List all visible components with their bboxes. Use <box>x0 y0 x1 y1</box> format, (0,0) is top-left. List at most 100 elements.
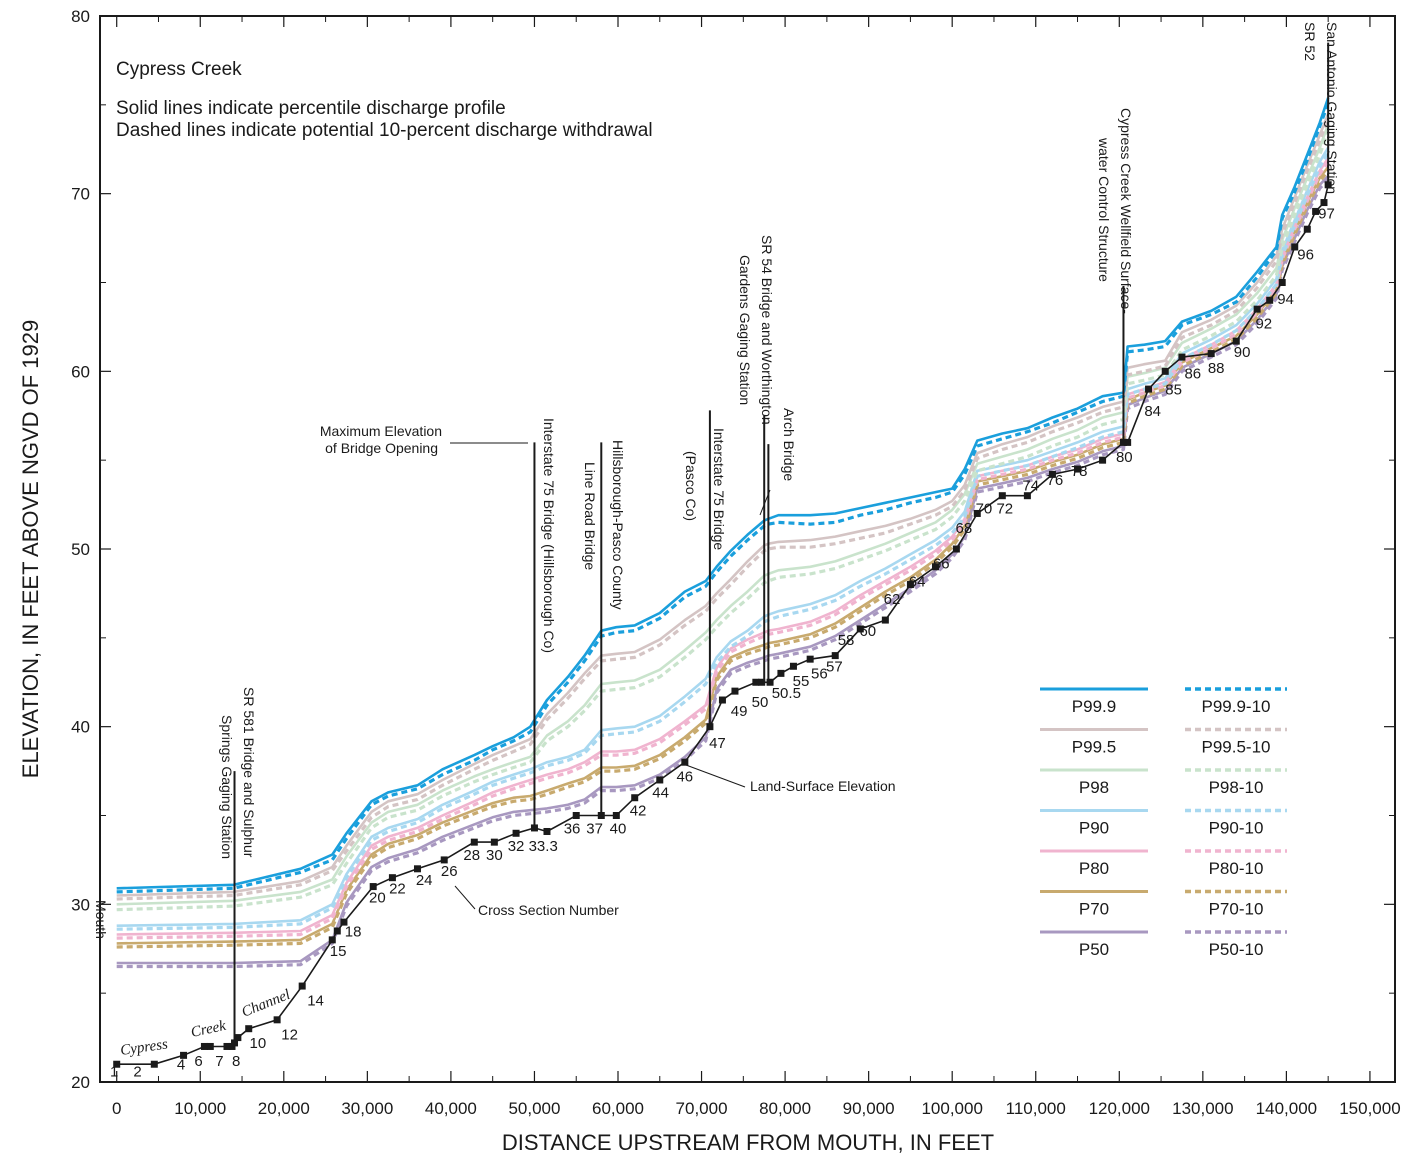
legend-label: P99.9 <box>1072 697 1116 716</box>
max-elevation-label-2: of Bridge Opening <box>325 440 438 456</box>
cross-section-marker <box>831 652 839 660</box>
cross-section-number: 2 <box>133 1064 141 1081</box>
cross-section-number: 66 <box>933 556 950 573</box>
legend-label: P99.5 <box>1072 738 1116 757</box>
cross-section-number: 24 <box>416 872 433 889</box>
cross-section-number: 97 <box>1318 206 1335 223</box>
cross-section-marker <box>1023 492 1031 500</box>
cross-section-marker <box>440 856 448 864</box>
cross-section-marker <box>490 838 498 846</box>
cross-section-marker <box>413 865 421 873</box>
cross-section-marker <box>758 678 766 686</box>
series-line-p99-5-10 <box>116 118 1330 901</box>
cross-section-number: 84 <box>1144 403 1161 420</box>
cross-section-number: 57 <box>826 659 843 676</box>
cross-section-marker <box>223 1042 231 1050</box>
cross-section-number: 22 <box>389 881 406 898</box>
cross-section-number: 49 <box>731 703 748 720</box>
cross-section-leader <box>454 885 476 910</box>
wellfield-label: Cypress Creek Wellfield Surface- <box>1118 108 1134 314</box>
cross-section-marker <box>543 827 551 835</box>
cross-section-marker <box>369 883 377 891</box>
county-line-bridge-label-2: Line Road Bridge <box>582 462 598 570</box>
y-tick-label: 30 <box>71 895 90 914</box>
cross-section-marker <box>656 776 664 784</box>
legend-label: P70 <box>1079 900 1109 919</box>
cross-section-marker <box>1266 296 1274 304</box>
sr581-label-2: Springs Gaging Station <box>219 715 235 859</box>
cross-section-marker <box>597 812 605 819</box>
cross-section-number: 40 <box>610 820 627 837</box>
x-tick-label: 80,000 <box>759 1099 811 1118</box>
cross-section-number: 36 <box>564 820 581 837</box>
cross-section-number: 15 <box>330 943 347 960</box>
cross-section-number: 12 <box>281 1026 298 1043</box>
sr581-label: SR 581 Bridge and Sulphur <box>241 687 257 858</box>
series-line-p99-9-10 <box>116 102 1330 894</box>
cross-section-marker <box>1124 438 1132 446</box>
cross-section-marker <box>150 1060 158 1068</box>
cross-section-marker <box>631 794 639 802</box>
note-dashed: Dashed lines indicate potential 10-perce… <box>116 120 653 141</box>
channel-word-creek: Creek <box>190 1018 228 1041</box>
cross-section-number: 74 <box>1022 477 1039 494</box>
series-line-p90-10 <box>116 151 1330 931</box>
cross-section-number: 92 <box>1255 316 1272 333</box>
x-tick-label: 30,000 <box>341 1099 393 1118</box>
cross-section-marker <box>906 581 914 589</box>
i75-pasco-label: Interstate 75 Bridge <box>711 428 727 550</box>
cross-section-number: 10 <box>250 1035 267 1052</box>
y-tick-label: 70 <box>71 185 90 204</box>
cross-section-number: 8 <box>232 1053 240 1070</box>
x-tick-label: 20,000 <box>258 1099 310 1118</box>
cross-section-marker <box>340 918 348 926</box>
legend-label: P99.9-10 <box>1202 697 1271 716</box>
x-axis-title: DISTANCE UPSTREAM FROM MOUTH, IN FEET <box>502 1130 994 1155</box>
sr54-label-2: Gardens Gaging Station <box>737 255 753 405</box>
cross-section-number: 90 <box>1234 344 1251 361</box>
cross-section-marker <box>1232 337 1240 345</box>
cross-section-marker <box>180 1051 188 1059</box>
cross-section-number: 88 <box>1208 360 1225 377</box>
cross-section-label: Cross Section Number <box>478 902 619 918</box>
cross-section-marker <box>1048 470 1056 478</box>
cross-section-marker <box>1320 199 1328 207</box>
cross-section-number: 62 <box>884 591 901 608</box>
cross-section-marker <box>228 1042 236 1050</box>
cross-section-number: 50.5 <box>772 685 801 702</box>
cross-section-marker <box>952 545 960 553</box>
y-axis-title: ELEVATION, IN FEET ABOVE NGVD OF 1929 <box>18 320 43 778</box>
cross-section-number: 56 <box>811 666 828 683</box>
axis-ticks <box>100 15 1395 1083</box>
cross-section-marker <box>572 812 580 819</box>
structure-markers <box>233 42 1330 1042</box>
cross-section-number: 18 <box>345 923 362 940</box>
axis-tick-labels: 0 10,000 20,000 30,000 40,000 50,000 60,000 70,… <box>71 7 1401 1118</box>
legend-label: P80-10 <box>1209 859 1264 878</box>
x-tick-label: 150,000 <box>1339 1099 1400 1118</box>
cross-section-marker <box>998 492 1006 500</box>
x-tick-label: 120,000 <box>1089 1099 1150 1118</box>
cross-section-number: 50 <box>752 694 769 711</box>
cross-section-number: 32 <box>508 838 525 855</box>
cross-section-number: 64 <box>909 573 926 590</box>
cross-section-number: 94 <box>1277 291 1294 308</box>
plot-frame <box>99 15 1396 1083</box>
cross-section-number: 76 <box>1047 472 1064 489</box>
cross-section-marker <box>1291 243 1299 251</box>
y-tick-label: 50 <box>71 540 90 559</box>
cross-section-number: 72 <box>996 500 1013 517</box>
cross-section-marker <box>856 625 864 633</box>
legend-label: P50-10 <box>1209 940 1264 959</box>
cross-section-marker <box>470 838 478 846</box>
series-line-p80-10 <box>116 160 1330 940</box>
land-surface-series <box>113 181 1332 1068</box>
series-line-p98 <box>116 123 1330 906</box>
cross-section-number: 68 <box>956 520 973 537</box>
series-line-p99-9 <box>116 97 1330 890</box>
cross-section-marker <box>752 678 760 686</box>
cross-section-marker <box>234 1034 242 1042</box>
y-tick-label: 60 <box>71 362 90 381</box>
arch-bridge-label: Arch Bridge <box>781 408 797 481</box>
cross-section-number: 1 <box>110 1064 118 1081</box>
